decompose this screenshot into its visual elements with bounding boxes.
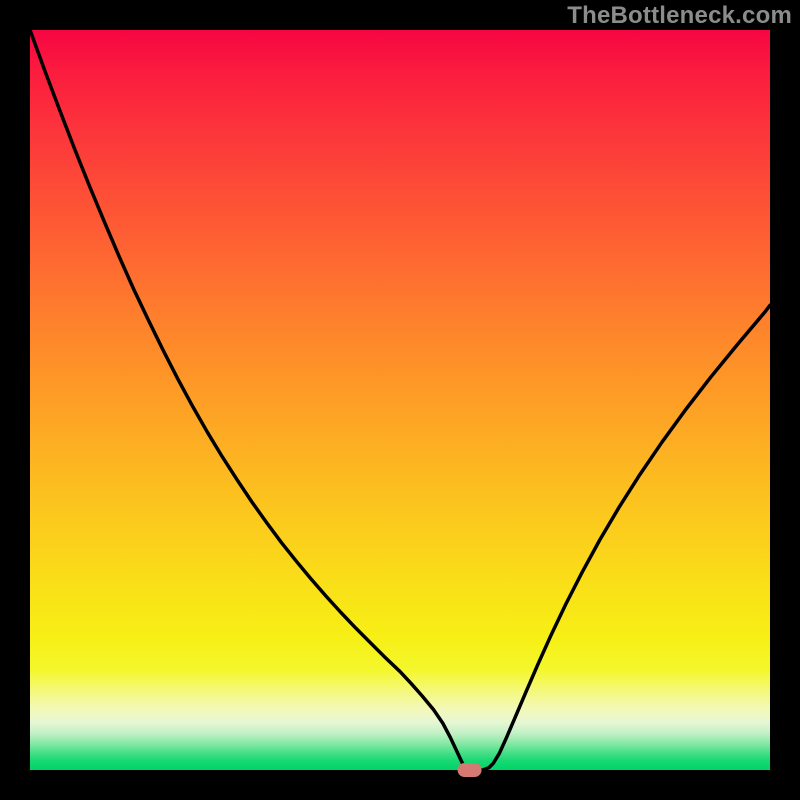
vertex-marker [458, 763, 482, 777]
bottleneck-chart [0, 0, 800, 800]
plot-background [30, 30, 770, 770]
watermark-text: TheBottleneck.com [567, 2, 792, 30]
